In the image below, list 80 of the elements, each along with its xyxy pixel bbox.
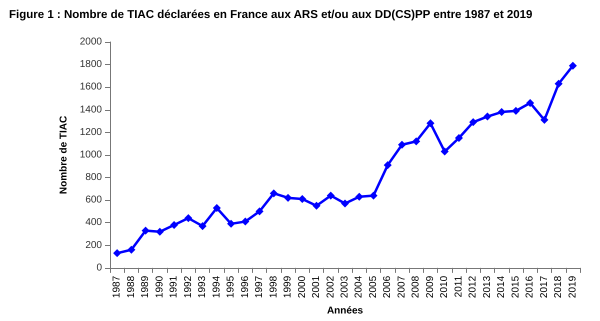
point xyxy=(426,119,434,128)
x-tick-label: 2012 xyxy=(468,275,479,298)
x-tick-label: 2005 xyxy=(368,275,379,298)
x-tick-label: 1998 xyxy=(268,275,280,298)
point xyxy=(284,194,292,202)
x-tick-label: 2015 xyxy=(510,275,522,298)
point xyxy=(256,207,264,216)
x-tick-label: 2019 xyxy=(567,275,578,298)
point xyxy=(298,194,306,203)
y-tick-label: 600 xyxy=(85,194,102,206)
point xyxy=(512,106,520,115)
x-tick-label: 2011 xyxy=(453,275,464,298)
x-tick-label: 1992 xyxy=(182,275,194,298)
point xyxy=(540,116,548,124)
x-tick-label: 1997 xyxy=(254,275,266,298)
y-tick-label: 200 xyxy=(85,240,102,251)
x-tick-label: 1999 xyxy=(282,275,294,298)
point xyxy=(326,192,335,200)
point xyxy=(270,189,278,198)
point xyxy=(369,192,378,200)
point xyxy=(355,192,364,201)
x-axis-title: Années xyxy=(326,306,364,316)
point xyxy=(554,80,563,88)
x-tick-label: 2009 xyxy=(424,275,436,298)
x-tick-label: 2001 xyxy=(311,275,322,298)
y-tick-label: 1200 xyxy=(80,126,102,138)
x-tick-label: 2002 xyxy=(325,275,336,298)
x-tick-label: 1987 xyxy=(112,275,123,298)
x-tick-label: 2000 xyxy=(296,275,308,298)
y-tick-label: 2000 xyxy=(80,36,102,48)
point xyxy=(170,220,178,229)
chart-title: Figure 1 : Nombre de TIAC déclarées en France aux ARS et/ou aux DD(CS)PP entre 1987 et 2019 xyxy=(9,9,532,21)
point xyxy=(341,199,349,208)
point xyxy=(241,218,250,226)
y-tick-label: 1400 xyxy=(80,104,102,116)
x-tick-label: 2007 xyxy=(396,275,408,298)
x-tick-label: 1991 xyxy=(168,275,180,298)
y-tick-label: 1600 xyxy=(80,82,102,93)
point xyxy=(156,228,164,236)
point xyxy=(398,140,406,149)
x-tick-label: 2010 xyxy=(439,275,450,298)
x-tick-label: 1995 xyxy=(226,275,237,298)
x-tick-label: 1989 xyxy=(140,275,152,298)
point xyxy=(198,222,207,230)
point xyxy=(227,220,236,228)
x-tick-label: 1988 xyxy=(126,275,137,298)
x-tick-label: 1990 xyxy=(154,275,166,298)
y-tick-label: 400 xyxy=(85,217,102,228)
y-tick-label: 1800 xyxy=(80,59,102,70)
point xyxy=(568,62,577,70)
point xyxy=(412,137,420,146)
point xyxy=(483,112,492,121)
point xyxy=(526,98,534,107)
x-tick-label: 1994 xyxy=(211,275,222,298)
x-tick-label: 2003 xyxy=(340,275,350,298)
x-tick-label: 2008 xyxy=(410,275,422,298)
y-tick-label: 1000 xyxy=(80,149,102,160)
point xyxy=(454,134,463,142)
x-tick-label: 2017 xyxy=(538,275,550,298)
x-tick-label: 1993 xyxy=(197,275,208,298)
x-tick-label: 2013 xyxy=(482,275,493,298)
x-tick-label: 2018 xyxy=(553,275,564,298)
y-axis-title: Nombre de TIAC xyxy=(58,116,70,194)
x-tick-label: 2004 xyxy=(354,275,365,298)
x-tick-label: 2006 xyxy=(382,275,394,298)
x-tick-label: 1996 xyxy=(240,275,251,298)
point xyxy=(184,214,192,222)
point xyxy=(312,202,321,210)
point xyxy=(498,108,506,116)
point xyxy=(142,226,150,235)
y-tick-label: 0 xyxy=(96,262,102,274)
point xyxy=(127,246,136,254)
x-tick-label: 2014 xyxy=(496,275,508,298)
point xyxy=(384,161,392,170)
point xyxy=(212,204,221,212)
y-tick-label: 800 xyxy=(85,172,102,184)
point xyxy=(469,118,478,126)
point xyxy=(440,148,449,156)
point xyxy=(113,249,122,258)
x-tick-label: 2016 xyxy=(524,275,536,298)
